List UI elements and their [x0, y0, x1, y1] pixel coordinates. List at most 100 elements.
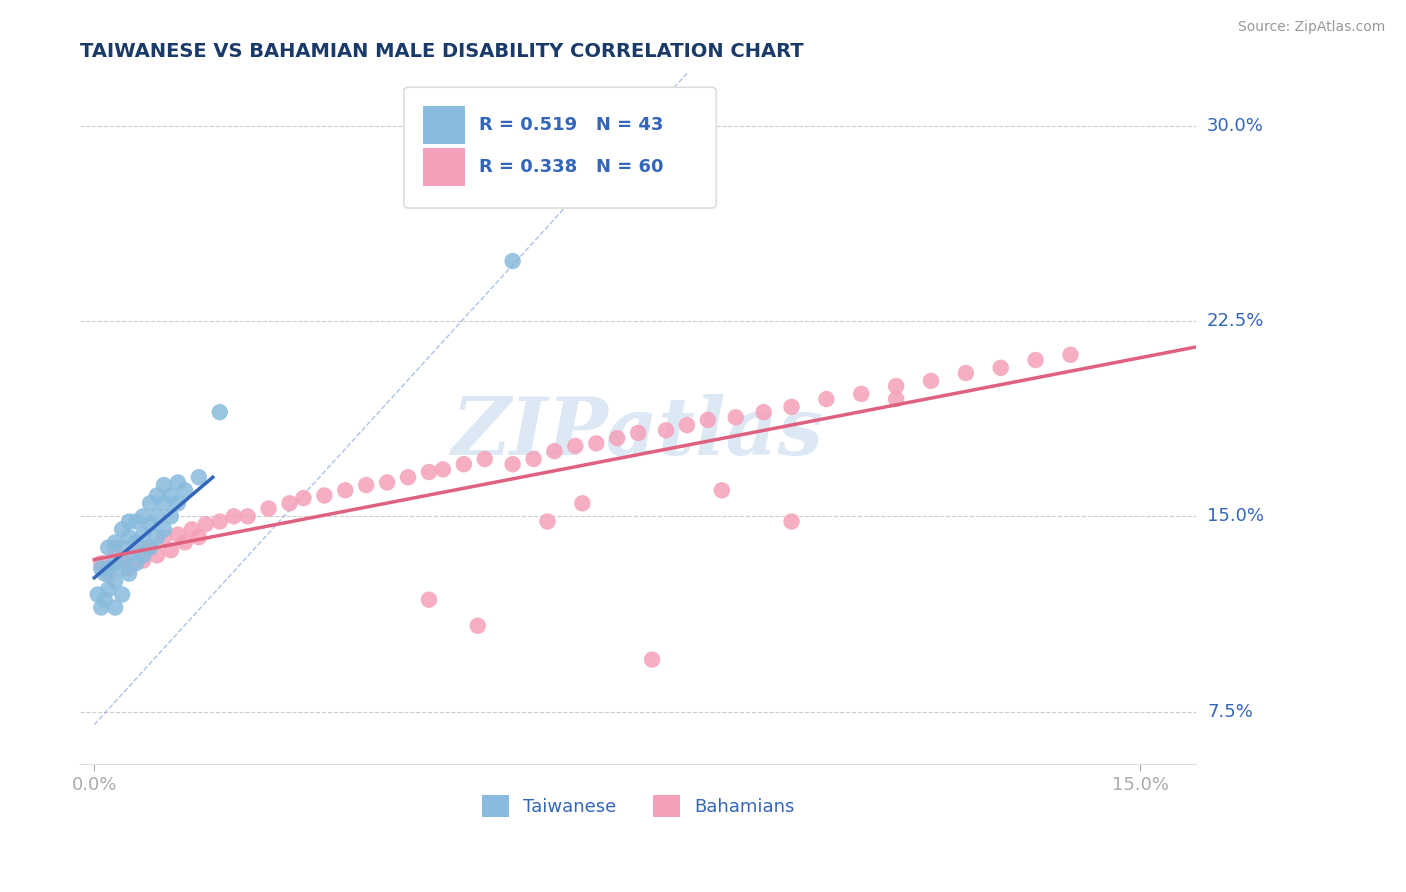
- Point: [132, 509, 155, 524]
- Point: [97, 566, 120, 581]
- Point: [90, 561, 112, 575]
- Point: [884, 379, 907, 393]
- Point: [522, 452, 544, 467]
- Point: [118, 566, 141, 581]
- Text: TAIWANESE VS BAHAMIAN MALE DISABILITY CORRELATION CHART: TAIWANESE VS BAHAMIAN MALE DISABILITY CO…: [80, 42, 804, 61]
- Point: [1025, 353, 1047, 368]
- Point: [208, 515, 231, 529]
- Text: 7.5%: 7.5%: [1208, 703, 1253, 721]
- Point: [132, 549, 155, 563]
- Point: [292, 491, 315, 505]
- Point: [278, 496, 301, 510]
- Point: [139, 517, 162, 532]
- Point: [676, 418, 699, 433]
- Point: [432, 462, 454, 476]
- Point: [93, 566, 115, 581]
- Point: [187, 470, 209, 484]
- Point: [97, 541, 120, 555]
- Point: [104, 574, 127, 589]
- Point: [153, 496, 176, 510]
- Point: [257, 501, 280, 516]
- Point: [208, 405, 231, 419]
- Point: [160, 543, 183, 558]
- Point: [710, 483, 733, 498]
- Point: [655, 423, 678, 437]
- Point: [187, 530, 209, 544]
- Text: 15.0%: 15.0%: [1208, 508, 1264, 525]
- Point: [146, 530, 169, 544]
- Point: [118, 549, 141, 563]
- Point: [571, 496, 593, 510]
- Point: [167, 527, 190, 541]
- FancyBboxPatch shape: [423, 148, 465, 186]
- Point: [90, 556, 112, 570]
- Point: [453, 457, 475, 471]
- Point: [125, 556, 148, 570]
- Point: [474, 452, 496, 467]
- Point: [627, 425, 650, 440]
- Point: [146, 488, 169, 502]
- Point: [153, 530, 176, 544]
- Point: [884, 392, 907, 406]
- Point: [920, 374, 942, 388]
- Point: [585, 436, 607, 450]
- Text: R = 0.519   N = 43: R = 0.519 N = 43: [478, 116, 664, 134]
- FancyBboxPatch shape: [404, 87, 716, 208]
- Point: [90, 600, 112, 615]
- Point: [502, 254, 524, 268]
- Point: [641, 652, 664, 666]
- Point: [139, 541, 162, 555]
- Point: [146, 549, 169, 563]
- Point: [125, 535, 148, 549]
- Point: [564, 439, 586, 453]
- Point: [194, 517, 217, 532]
- Point: [132, 527, 155, 541]
- Point: [167, 496, 190, 510]
- Point: [752, 405, 775, 419]
- Point: [606, 431, 628, 445]
- Text: Source: ZipAtlas.com: Source: ZipAtlas.com: [1237, 20, 1385, 34]
- Point: [104, 556, 127, 570]
- Point: [153, 522, 176, 536]
- Point: [139, 541, 162, 555]
- Point: [236, 509, 259, 524]
- Point: [125, 541, 148, 555]
- Point: [354, 478, 377, 492]
- Point: [851, 387, 873, 401]
- Point: [118, 530, 141, 544]
- Legend: Taiwanese, Bahamians: Taiwanese, Bahamians: [474, 788, 801, 824]
- Text: 30.0%: 30.0%: [1208, 117, 1264, 135]
- Point: [111, 522, 134, 536]
- Point: [146, 509, 169, 524]
- Point: [375, 475, 398, 490]
- Point: [536, 515, 558, 529]
- Point: [696, 413, 718, 427]
- Point: [724, 410, 747, 425]
- Point: [153, 478, 176, 492]
- Point: [167, 475, 190, 490]
- Point: [502, 457, 524, 471]
- Point: [467, 619, 489, 633]
- Point: [111, 561, 134, 575]
- Point: [160, 488, 183, 502]
- Text: ZIPatlas: ZIPatlas: [453, 393, 824, 471]
- Point: [990, 360, 1012, 375]
- Point: [160, 509, 183, 524]
- Text: 22.5%: 22.5%: [1208, 312, 1264, 330]
- Point: [132, 553, 155, 567]
- Point: [97, 582, 120, 597]
- Point: [780, 515, 803, 529]
- Point: [104, 600, 127, 615]
- Point: [396, 470, 419, 484]
- Point: [97, 561, 120, 575]
- Point: [111, 587, 134, 601]
- Point: [139, 496, 162, 510]
- Point: [180, 522, 202, 536]
- Point: [335, 483, 357, 498]
- Point: [222, 509, 245, 524]
- Point: [418, 465, 440, 479]
- Point: [1059, 348, 1081, 362]
- Point: [111, 541, 134, 555]
- Point: [87, 587, 110, 601]
- Point: [955, 366, 977, 380]
